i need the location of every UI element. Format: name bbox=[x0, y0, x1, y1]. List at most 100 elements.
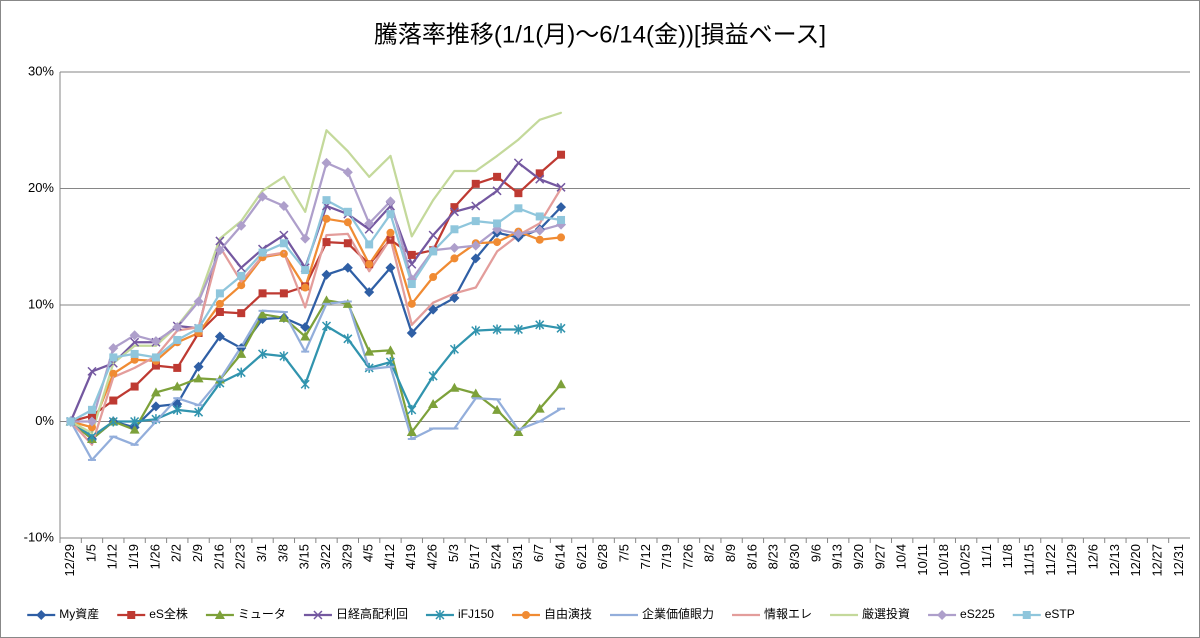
point bbox=[325, 234, 328, 237]
marker bbox=[173, 363, 182, 372]
point bbox=[560, 187, 563, 190]
point bbox=[90, 432, 93, 435]
marker bbox=[173, 335, 182, 344]
x-tick-label: 2/16 bbox=[211, 544, 226, 569]
marker bbox=[127, 611, 136, 619]
x-tick-label: 11/1 bbox=[979, 544, 994, 568]
x-tick-label: 1/26 bbox=[147, 544, 162, 569]
x-tick-label: 5/3 bbox=[446, 544, 461, 562]
marker bbox=[535, 169, 544, 178]
x-tick-label: 8/9 bbox=[723, 544, 738, 562]
marker bbox=[343, 218, 352, 227]
y-tick-label: 20% bbox=[28, 180, 54, 195]
marker bbox=[342, 167, 353, 178]
marker bbox=[151, 361, 160, 370]
marker bbox=[534, 225, 545, 236]
point bbox=[368, 270, 371, 273]
marker bbox=[150, 336, 161, 347]
marker bbox=[471, 201, 481, 211]
marker bbox=[557, 233, 566, 242]
marker bbox=[428, 371, 438, 382]
legend-label: ミュータ bbox=[238, 607, 286, 621]
marker bbox=[342, 262, 353, 273]
y-tick-label: -10% bbox=[24, 529, 55, 544]
point bbox=[474, 286, 477, 289]
x-tick-label: 1/19 bbox=[126, 544, 141, 569]
marker bbox=[86, 416, 97, 427]
marker bbox=[535, 235, 544, 244]
marker bbox=[343, 333, 353, 344]
marker bbox=[66, 417, 75, 426]
marker bbox=[301, 283, 310, 292]
marker bbox=[450, 203, 459, 212]
x-tick-label: 8/16 bbox=[744, 544, 759, 569]
x-tick-label: 11/8 bbox=[1000, 544, 1015, 568]
marker bbox=[535, 319, 545, 330]
x-tick-label: 2/2 bbox=[169, 544, 184, 562]
marker bbox=[322, 214, 331, 223]
marker bbox=[513, 324, 523, 335]
legend-label: My資産 bbox=[59, 606, 99, 621]
marker bbox=[237, 309, 246, 318]
marker bbox=[1022, 611, 1031, 619]
marker bbox=[365, 260, 374, 269]
marker bbox=[258, 248, 267, 257]
marker bbox=[471, 217, 480, 226]
point bbox=[346, 232, 349, 235]
marker bbox=[322, 238, 331, 247]
marker bbox=[214, 610, 225, 619]
x-tick-label: 5/31 bbox=[510, 544, 525, 569]
marker bbox=[236, 348, 247, 358]
legend-label: eS225 bbox=[960, 607, 995, 621]
marker bbox=[406, 327, 417, 338]
marker bbox=[278, 200, 289, 211]
marker bbox=[386, 210, 395, 219]
marker bbox=[428, 230, 438, 240]
marker bbox=[535, 174, 545, 184]
legend-item: 情報エレ bbox=[732, 607, 812, 621]
point bbox=[496, 250, 499, 253]
point bbox=[474, 170, 477, 173]
marker bbox=[130, 416, 140, 427]
point bbox=[90, 443, 93, 446]
x-tick-label: 10/4 bbox=[894, 544, 909, 569]
point bbox=[112, 376, 115, 379]
marker bbox=[279, 230, 289, 240]
marker bbox=[556, 379, 567, 389]
marker bbox=[492, 324, 502, 335]
y-tick-label: 0% bbox=[35, 413, 54, 428]
x-tick-label: 12/29 bbox=[62, 544, 77, 577]
marker bbox=[365, 240, 374, 249]
marker bbox=[300, 379, 310, 390]
marker bbox=[279, 239, 288, 248]
x-tick-label: 4/19 bbox=[403, 544, 418, 569]
legend-label: 日経高配利回 bbox=[336, 606, 408, 621]
point bbox=[410, 323, 413, 326]
marker bbox=[215, 236, 225, 246]
marker bbox=[407, 280, 416, 289]
x-tick-label: 12/31 bbox=[1171, 544, 1186, 577]
x-tick-label: 10/25 bbox=[958, 544, 973, 577]
marker bbox=[407, 259, 417, 269]
marker bbox=[109, 369, 118, 378]
marker bbox=[557, 150, 566, 159]
point bbox=[517, 138, 520, 141]
marker bbox=[257, 191, 268, 202]
chart-title: 騰落率推移(1/1(月)～6/14(金))[損益ベース] bbox=[374, 21, 826, 48]
marker bbox=[364, 287, 375, 298]
marker bbox=[514, 204, 523, 213]
legend-label: eS全株 bbox=[149, 606, 188, 621]
x-tick-label: 8/23 bbox=[766, 544, 781, 569]
marker bbox=[343, 207, 352, 216]
marker bbox=[87, 423, 96, 432]
x-tick-label: 7/5 bbox=[616, 544, 631, 562]
x-tick-label: 8/30 bbox=[787, 544, 802, 569]
point bbox=[432, 199, 435, 202]
marker bbox=[215, 299, 224, 308]
marker bbox=[450, 225, 459, 234]
marker bbox=[313, 610, 323, 620]
x-tick-label: 3/29 bbox=[339, 544, 354, 569]
x-tick-label: 4/12 bbox=[382, 544, 397, 569]
point bbox=[133, 344, 136, 347]
marker bbox=[429, 247, 438, 256]
